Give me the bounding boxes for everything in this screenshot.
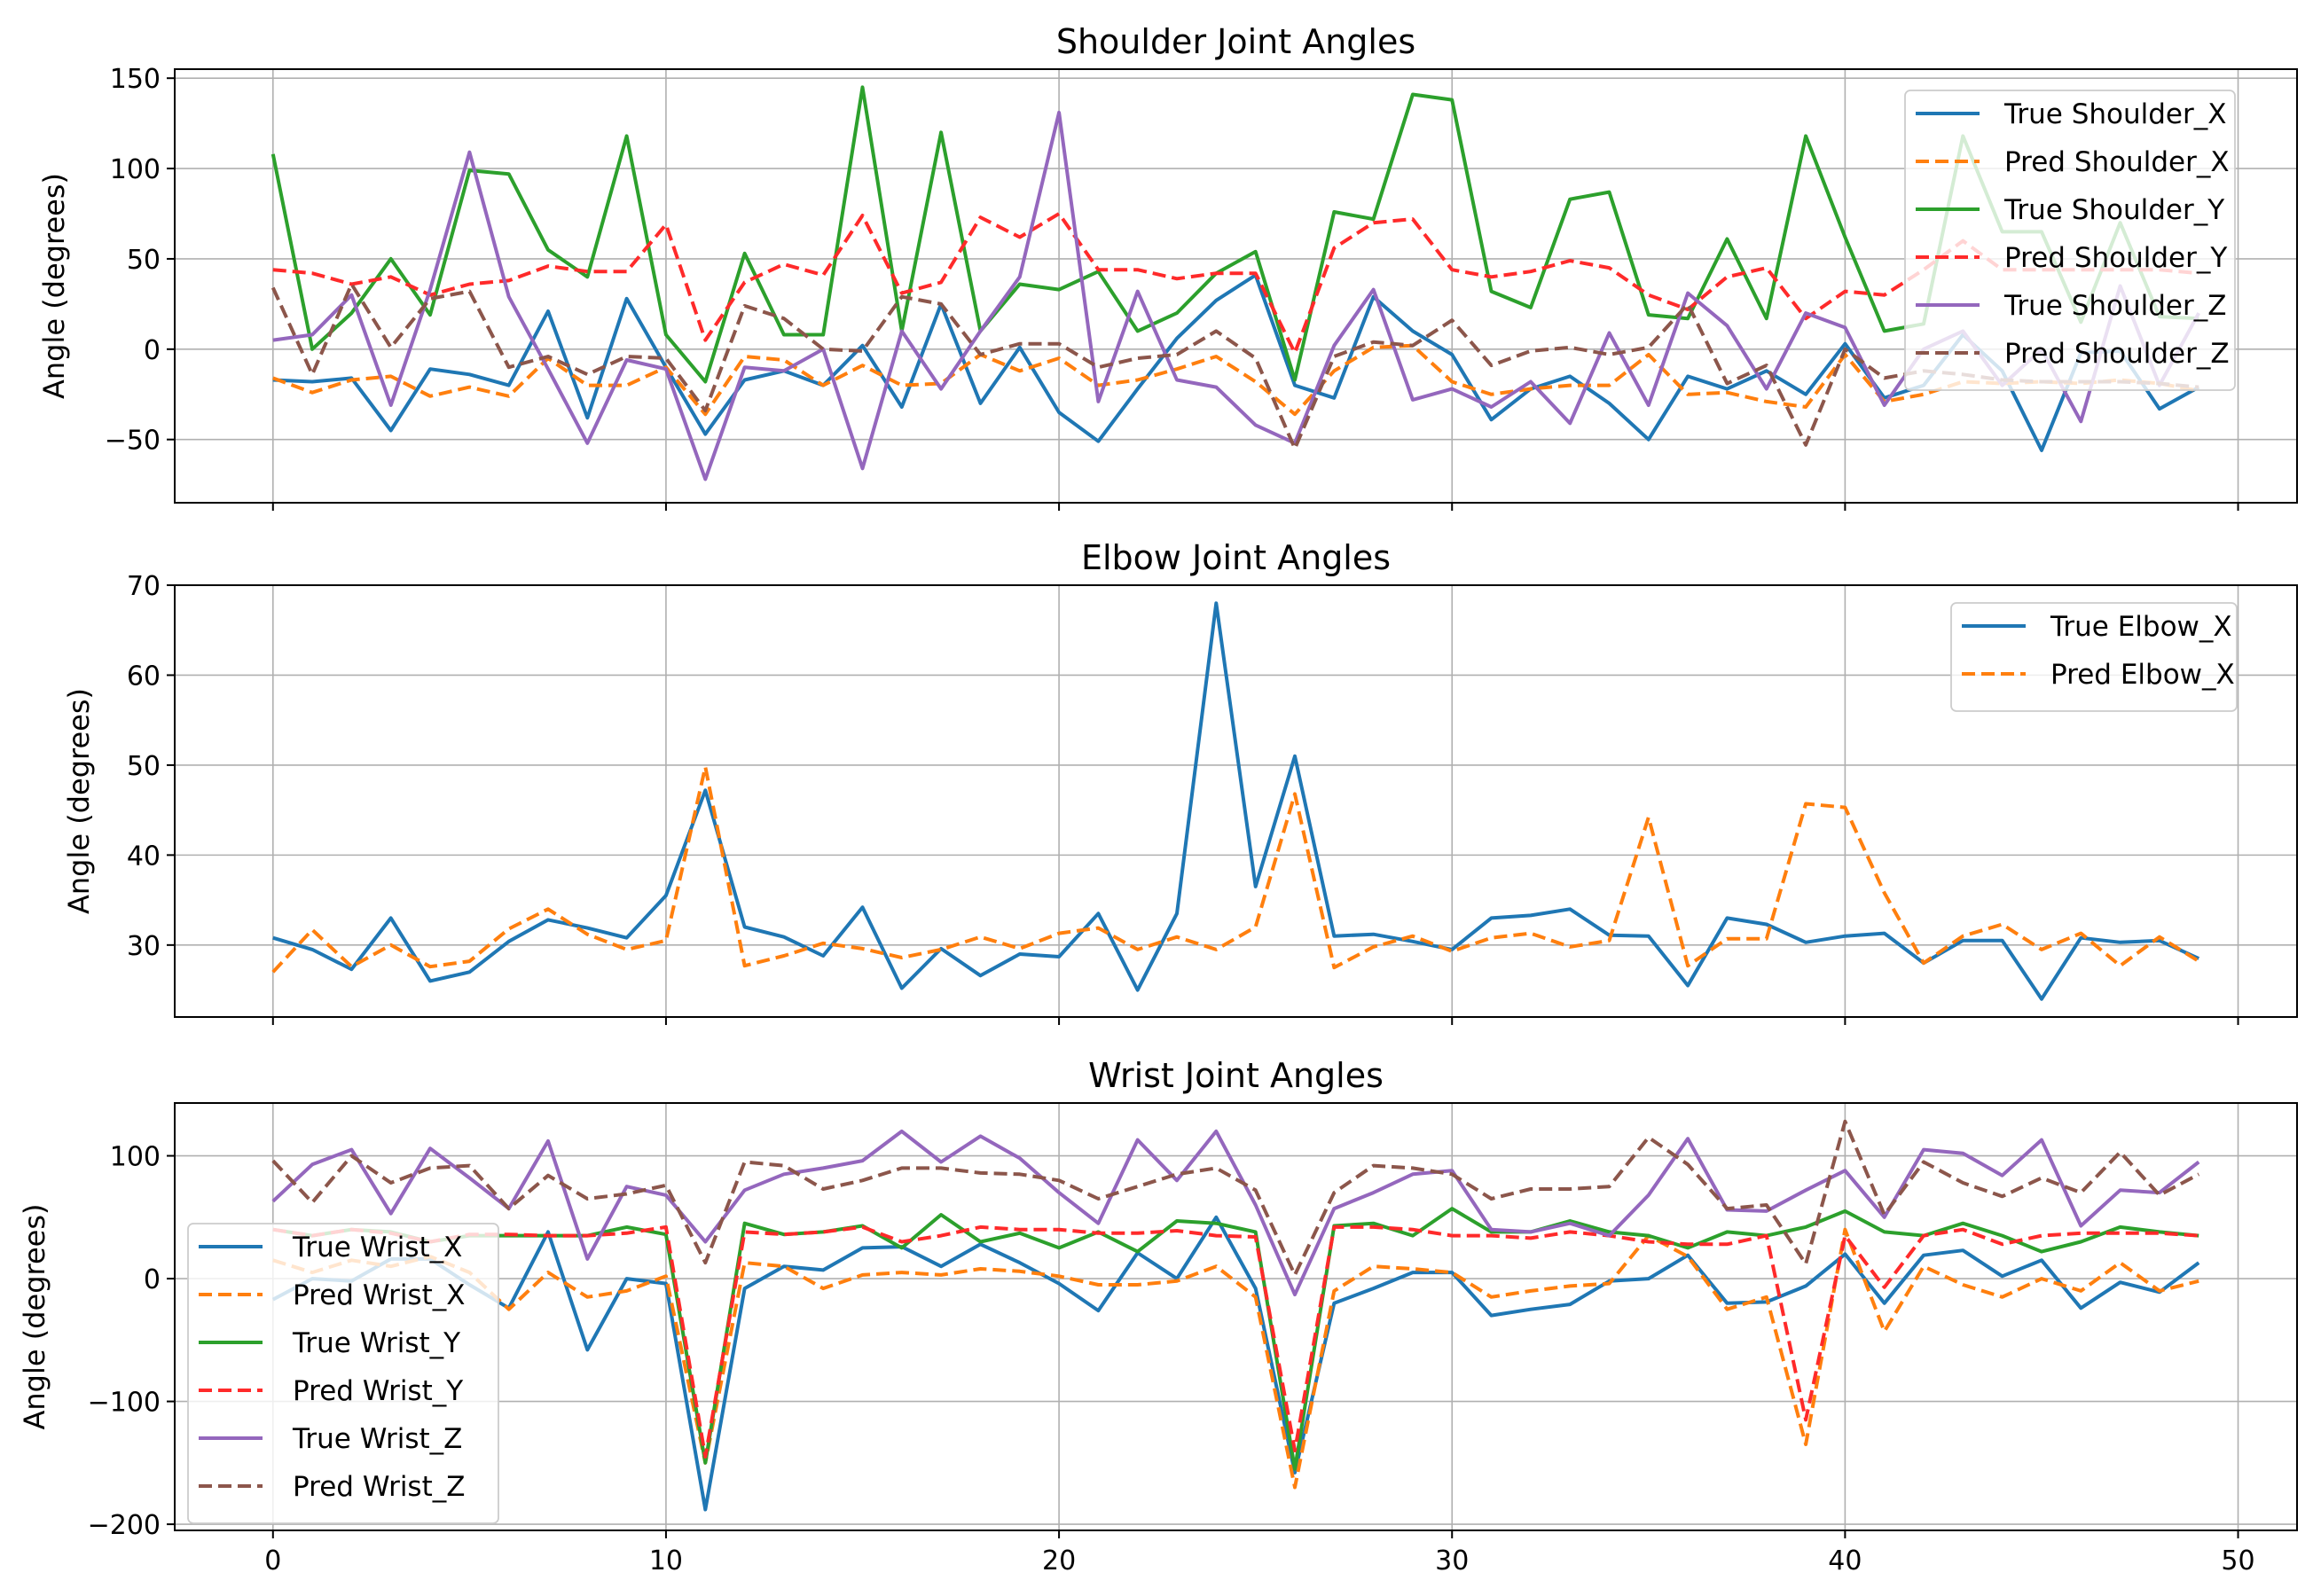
y-axis-label: Angle (degrees)	[18, 1203, 51, 1429]
chart-panel-shoulder: −50 0 50 100 150 Shoulder Joint Angles Angle (…	[37, 22, 2298, 511]
series-line-true-shoulder-z	[272, 110, 2200, 481]
y-tick-label: 40	[127, 841, 161, 872]
legend-entry: True Shoulder_X	[2003, 98, 2226, 130]
y-tick-label: 30	[127, 931, 161, 962]
legend-entry: Pred Shoulder_X	[2004, 146, 2230, 178]
legend-entry: True Wrist_X	[292, 1232, 462, 1264]
legend-entry: Pred Wrist_Z	[293, 1471, 465, 1503]
y-tick-label: 100	[110, 154, 161, 185]
legend-entry: Pred Wrist_Y	[293, 1375, 463, 1407]
series-line-pred-shoulder-z	[271, 282, 2199, 450]
legend-box	[1904, 90, 2236, 391]
x-tick-label: 30	[1435, 1545, 1469, 1576]
y-tick-label: 60	[127, 661, 161, 692]
y-tick-label: 0	[144, 1264, 161, 1295]
y-tick-label: 70	[127, 571, 161, 602]
legend-box	[187, 1223, 499, 1524]
chart-title: Shoulder Joint Angles	[1056, 22, 1415, 61]
chart-panel-elbow: 30 40 50 60 70 Elbow Joint Angles Angle (degre…	[62, 538, 2298, 1025]
series-line-true-shoulder-y	[271, 85, 2199, 384]
axes-frame	[174, 68, 2298, 504]
legend-entry: Pred Shoulder_Y	[2004, 242, 2227, 274]
legend-entry: Pred Wrist_X	[293, 1279, 465, 1311]
series-group	[271, 601, 2200, 1001]
y-tick-label: 0	[144, 335, 161, 366]
y-axis-label: Angle (degrees)	[37, 173, 71, 399]
x-tick-label: 50	[2221, 1545, 2254, 1576]
y-tick-label: 50	[127, 751, 161, 782]
legend-entry: True Shoulder_Z	[2003, 290, 2226, 322]
x-tick-label: 20	[1042, 1545, 1076, 1576]
x-tick-label: 0	[264, 1545, 281, 1576]
legend: True Elbow_X Pred Elbow_X	[1950, 602, 2238, 712]
legend-entry: Pred Shoulder_Z	[2004, 338, 2230, 370]
axes-frame	[174, 1102, 2298, 1531]
series-group	[271, 85, 2200, 481]
axes-frame	[174, 584, 2298, 1018]
series-line-true-wrist-y	[272, 1207, 2199, 1471]
legend-box	[1950, 602, 2238, 712]
legend-entry: True Elbow_X	[2050, 611, 2232, 643]
legend-entry: True Shoulder_Y	[2003, 194, 2224, 226]
y-tick-label: 50	[127, 245, 161, 276]
series-line-true-elbow-x	[272, 601, 2200, 1001]
series-line-true-wrist-z	[271, 1129, 2200, 1297]
legend-entry: True Wrist_Z	[292, 1423, 462, 1455]
y-tick-label: −50	[105, 426, 161, 457]
chart-title: Wrist Joint Angles	[1088, 1056, 1384, 1095]
series-line-pred-elbow-x	[271, 764, 2200, 974]
y-tick-label: 100	[110, 1142, 161, 1173]
y-axis-label: Angle (degrees)	[62, 688, 96, 914]
series-line-pred-wrist-y	[272, 1224, 2199, 1459]
series-line-true-wrist-x	[271, 1215, 2200, 1512]
series-line-pred-shoulder-y	[272, 212, 2199, 355]
legend-entry: Pred Elbow_X	[2050, 659, 2235, 691]
legend: True Wrist_X Pred Wrist_X True Wrist_Y Pred…	[187, 1223, 499, 1524]
legend: True Shoulder_X Pred Shoulder_X True Shoul…	[1904, 90, 2236, 391]
y-tick-label: −100	[88, 1388, 161, 1419]
y-tick-label: −200	[88, 1510, 161, 1541]
legend-entry: True Wrist_Y	[292, 1327, 460, 1359]
x-tick-label: 10	[649, 1545, 683, 1576]
chart-panel-wrist: 0 10 20 30 40 50 −200 −100 0 100 Wrist Joint Angle…	[18, 1056, 2298, 1576]
y-tick-label: 150	[110, 64, 161, 95]
x-tick-label: 40	[1828, 1545, 1862, 1576]
series-group	[271, 1119, 2200, 1512]
series-line-pred-wrist-z	[271, 1119, 2200, 1277]
chart-title: Elbow Joint Angles	[1081, 538, 1391, 577]
